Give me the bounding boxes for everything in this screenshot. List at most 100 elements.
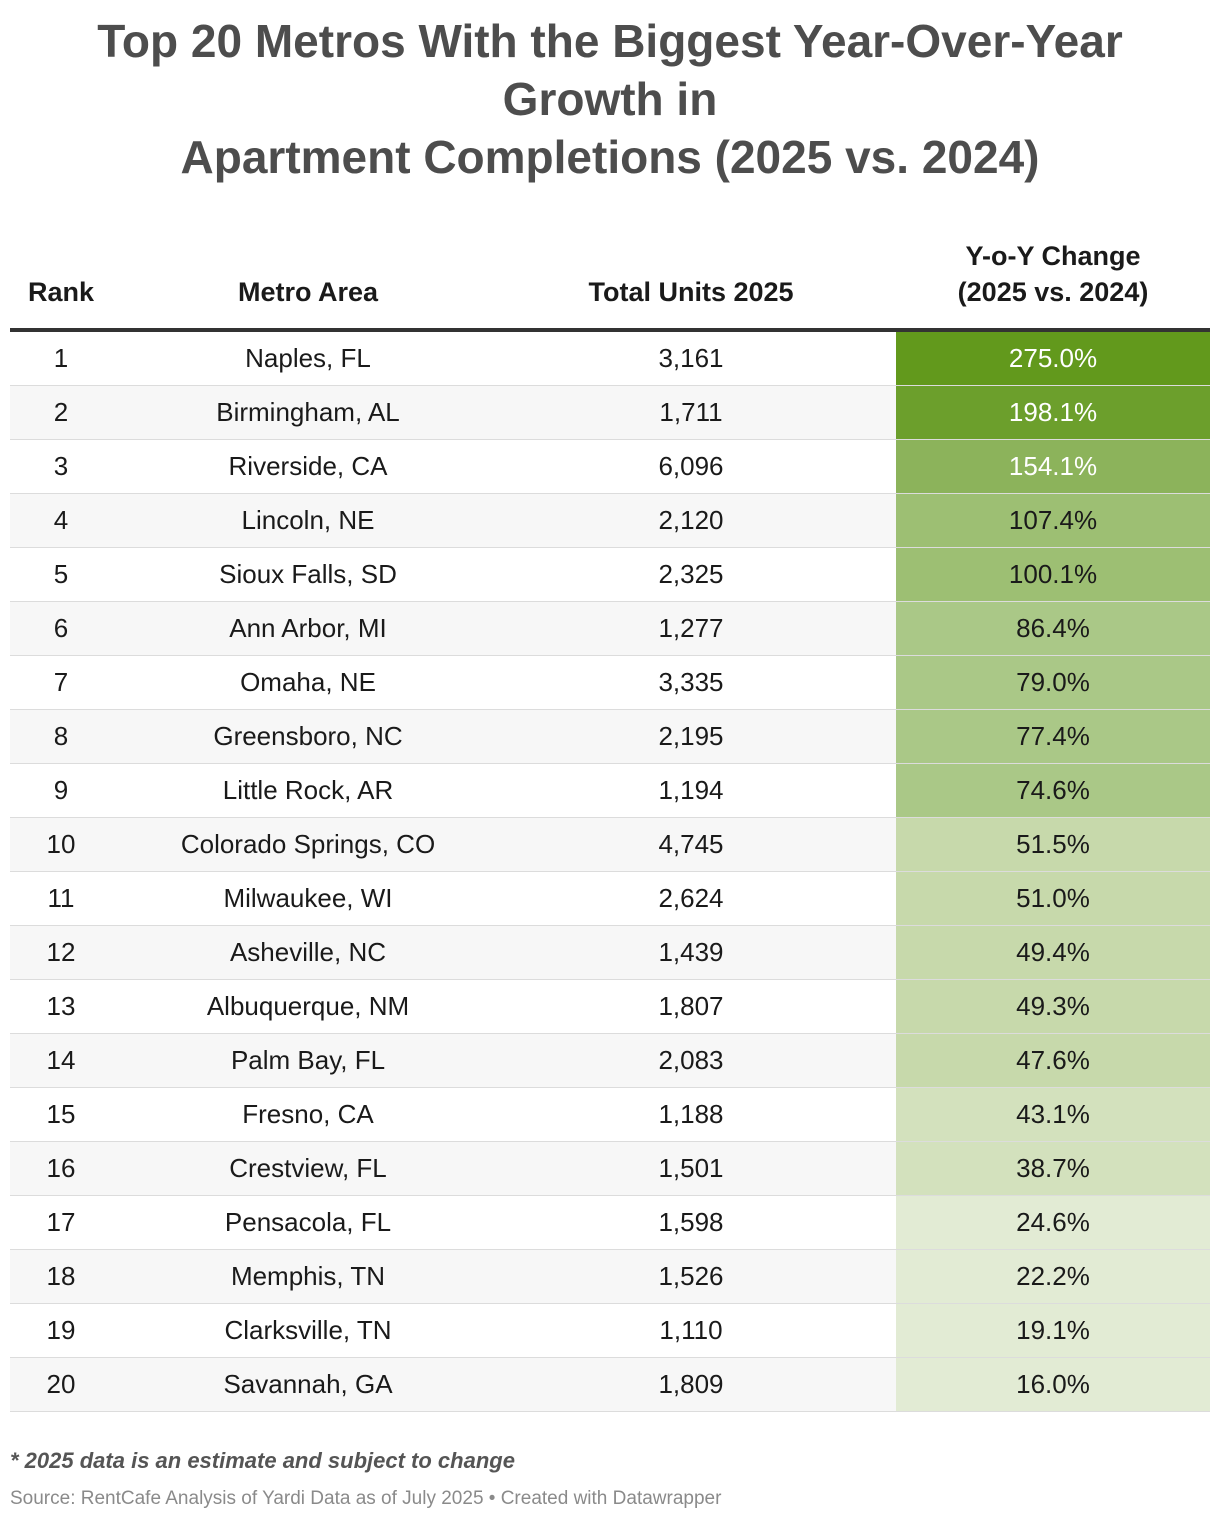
rank-cell: 10 (46, 829, 76, 859)
title-line-3: Apartment Completions (2025 vs. 2024) (180, 131, 1040, 183)
header-yoy-change[interactable]: Y-o-Y Change (2025 vs. 2024) (896, 238, 1210, 310)
change-cell: 275.0% (896, 332, 1210, 385)
units-cell: 3,161 (658, 343, 724, 373)
change-cell: 49.3% (896, 980, 1210, 1033)
header-rank[interactable]: Rank (10, 274, 112, 310)
units-cell: 1,807 (658, 991, 724, 1021)
rank-cell: 5 (53, 559, 69, 589)
source-note: Source: RentCafe Analysis of Yardi Data … (10, 1488, 722, 1509)
units-cell: 1,598 (658, 1207, 724, 1237)
rank-cell: 12 (46, 937, 76, 967)
change-cell: 107.4% (896, 494, 1210, 547)
table-row: 3 Riverside, CA 6,096 154.1% (10, 440, 1210, 494)
rank-cell: 6 (53, 613, 69, 643)
table-row: 13 Albuquerque, NM 1,807 49.3% (10, 980, 1210, 1034)
change-cell: 154.1% (896, 440, 1210, 493)
rank-cell: 4 (53, 505, 69, 535)
units-cell: 1,110 (659, 1315, 723, 1345)
change-cell: 86.4% (896, 602, 1210, 655)
metro-cell: Clarksville, TN (224, 1315, 392, 1345)
units-cell: 1,277 (658, 613, 724, 643)
metro-cell: Omaha, NE (240, 667, 376, 697)
units-cell: 2,624 (658, 883, 724, 913)
chart-title: Top 20 Metros With the Biggest Year-Over… (10, 12, 1210, 186)
rank-cell: 3 (53, 451, 69, 481)
rank-cell: 16 (46, 1153, 76, 1183)
change-cell: 51.0% (896, 872, 1210, 925)
change-cell: 77.4% (896, 710, 1210, 763)
table-row: 10 Colorado Springs, CO 4,745 51.5% (10, 818, 1210, 872)
units-cell: 1,711 (659, 397, 723, 427)
rank-cell: 1 (53, 343, 69, 373)
units-cell: 2,120 (658, 505, 724, 535)
header-change-label-1: Y-o-Y Change (965, 241, 1141, 271)
units-cell: 1,501 (658, 1153, 724, 1183)
table-row: 6 Ann Arbor, MI 1,277 86.4% (10, 602, 1210, 656)
rank-cell: 15 (46, 1099, 76, 1129)
change-cell: 38.7% (896, 1142, 1210, 1195)
change-cell: 22.2% (896, 1250, 1210, 1303)
title-line-1: Top 20 Metros With the Biggest Year-Over… (97, 15, 1123, 67)
metro-cell: Colorado Springs, CO (180, 829, 436, 859)
metro-cell: Ann Arbor, MI (229, 613, 387, 643)
header-metro-area[interactable]: Metro Area (112, 274, 504, 310)
table-row: 14 Palm Bay, FL 2,083 47.6% (10, 1034, 1210, 1088)
units-cell: 1,439 (658, 937, 724, 967)
table-row: 9 Little Rock, AR 1,194 74.6% (10, 764, 1210, 818)
rank-cell: 18 (46, 1261, 76, 1291)
table-row: 5 Sioux Falls, SD 2,325 100.1% (10, 548, 1210, 602)
metro-cell: Fresno, CA (242, 1099, 374, 1129)
table-row: 12 Asheville, NC 1,439 49.4% (10, 926, 1210, 980)
units-cell: 2,325 (658, 559, 724, 589)
header-total-units[interactable]: Total Units 2025 (504, 274, 878, 310)
metro-cell: Memphis, TN (230, 1261, 386, 1291)
header-rank-label: Rank (27, 277, 95, 307)
change-cell: 16.0% (896, 1358, 1210, 1411)
header-units-label: Total Units 2025 (588, 277, 794, 307)
metro-cell: Milwaukee, WI (223, 883, 393, 913)
units-cell: 1,194 (658, 775, 724, 805)
rank-cell: 13 (46, 991, 76, 1021)
table-row: 16 Crestview, FL 1,501 38.7% (10, 1142, 1210, 1196)
metro-cell: Asheville, NC (229, 937, 387, 967)
table-row: 8 Greensboro, NC 2,195 77.4% (10, 710, 1210, 764)
table-header: Rank Metro Area Total Units 2025 Y-o-Y C… (10, 232, 1210, 332)
table-row: 20 Savannah, GA 1,809 16.0% (10, 1358, 1210, 1412)
units-cell: 1,526 (658, 1261, 724, 1291)
change-cell: 19.1% (896, 1304, 1210, 1357)
rank-cell: 20 (46, 1369, 76, 1399)
table-body: 1 Naples, FL 3,161 275.0% 2 Birmingham, AL 1,7… (10, 332, 1210, 1412)
units-cell: 2,195 (658, 721, 724, 751)
rank-cell: 8 (53, 721, 69, 751)
metro-cell: Sioux Falls, SD (219, 559, 397, 589)
title-line-2: Growth in (502, 73, 718, 125)
metro-cell: Albuquerque, NM (206, 991, 410, 1021)
metro-cell: Pensacola, FL (224, 1207, 392, 1237)
metro-cell: Birmingham, AL (216, 397, 400, 427)
change-cell: 79.0% (896, 656, 1210, 709)
change-cell: 47.6% (896, 1034, 1210, 1087)
change-cell: 49.4% (896, 926, 1210, 979)
table-row: 7 Omaha, NE 3,335 79.0% (10, 656, 1210, 710)
rank-cell: 9 (53, 775, 69, 805)
metro-cell: Greensboro, NC (213, 721, 403, 751)
metro-cell: Riverside, CA (228, 451, 388, 481)
table-row: 15 Fresno, CA 1,188 43.1% (10, 1088, 1210, 1142)
header-change-label-2: (2025 vs. 2024) (957, 277, 1149, 307)
metro-cell: Lincoln, NE (241, 505, 375, 535)
units-cell: 2,083 (658, 1045, 724, 1075)
units-cell: 1,188 (658, 1099, 724, 1129)
footnote: * 2025 data is an estimate and subject t… (10, 1448, 515, 1473)
table-row: 4 Lincoln, NE 2,120 107.4% (10, 494, 1210, 548)
units-cell: 4,745 (658, 829, 724, 859)
table-row: 18 Memphis, TN 1,526 22.2% (10, 1250, 1210, 1304)
change-cell: 100.1% (896, 548, 1210, 601)
table-row: 17 Pensacola, FL 1,598 24.6% (10, 1196, 1210, 1250)
change-cell: 51.5% (896, 818, 1210, 871)
change-cell: 74.6% (896, 764, 1210, 817)
rank-cell: 17 (46, 1207, 76, 1237)
change-cell: 43.1% (896, 1088, 1210, 1141)
units-cell: 3,335 (658, 667, 724, 697)
table-row: 19 Clarksville, TN 1,110 19.1% (10, 1304, 1210, 1358)
units-cell: 1,809 (658, 1369, 724, 1399)
